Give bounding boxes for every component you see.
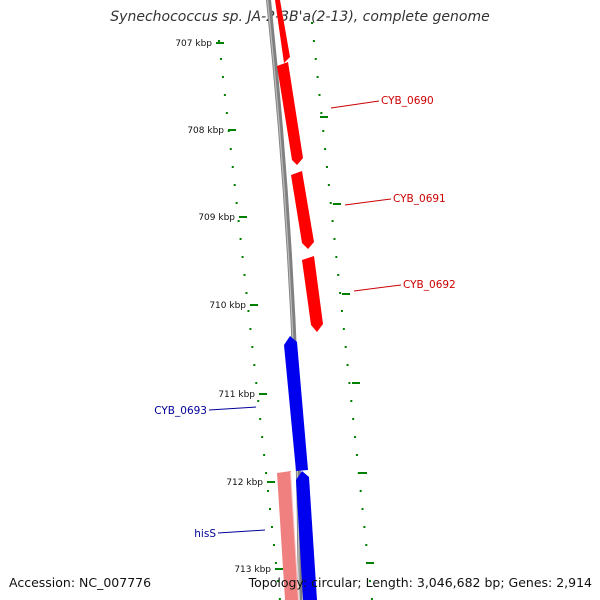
topology-text: Topology: circular; Length: 3,046,682 bp… — [248, 575, 592, 590]
map-title: Synechococcus sp. JA-2-3B'a(2-13), compl… — [110, 9, 490, 25]
tick-mark — [320, 116, 328, 118]
tick-label: 712 kbp — [226, 478, 263, 488]
tick-mark — [275, 568, 283, 570]
gene-arrow-bottom[interactable] — [303, 594, 316, 600]
gene-label[interactable]: CYB_0693 — [154, 405, 207, 417]
tick-mark — [216, 42, 224, 44]
gene-arrow-cyb0689[interactable] — [267, 0, 290, 63]
gene-leader-line — [208, 406, 257, 411]
gene-label[interactable]: CYB_0691 — [393, 193, 446, 205]
gene-arrow-cyb0693[interactable] — [284, 336, 308, 471]
tick-mark — [259, 393, 267, 395]
tick-label: 707 kbp — [175, 39, 212, 49]
tick-mark — [366, 562, 374, 564]
tick-label: 709 kbp — [198, 213, 235, 223]
kbp-ticks — [216, 42, 374, 570]
tick-label: 708 kbp — [187, 126, 224, 136]
tick-mark — [342, 293, 350, 295]
gene-leader-line — [353, 284, 402, 292]
accession-text: Accession: NC_007776 — [9, 575, 152, 590]
tick-mark — [250, 304, 258, 306]
gene-arrow-cyb0690[interactable] — [277, 62, 303, 165]
tick-mark — [239, 216, 247, 218]
gene-arrow-cyb0691[interactable] — [291, 171, 314, 249]
tick-label: 711 kbp — [218, 390, 255, 400]
tick-mark — [333, 203, 341, 205]
gene-leader-line — [330, 100, 380, 109]
inner-tick-track — [218, 40, 281, 600]
gene-arrow-cyb0692[interactable] — [302, 256, 323, 332]
tick-mark — [359, 472, 367, 474]
gene-label[interactable]: hisS — [194, 528, 216, 540]
tick-label: 713 kbp — [234, 565, 271, 575]
tick-mark — [267, 481, 275, 483]
tick-mark — [352, 382, 360, 384]
pseudo-gene-arrow[interactable] — [277, 471, 299, 600]
gene-arrow-hiss[interactable] — [296, 471, 317, 600]
gene-leader-line — [217, 529, 266, 534]
tick-label: 710 kbp — [209, 301, 246, 311]
gene-label[interactable]: CYB_0690 — [381, 95, 434, 107]
gene-label[interactable]: CYB_0692 — [403, 279, 456, 291]
tick-mark — [228, 129, 236, 131]
gene-leader-line — [344, 198, 392, 206]
